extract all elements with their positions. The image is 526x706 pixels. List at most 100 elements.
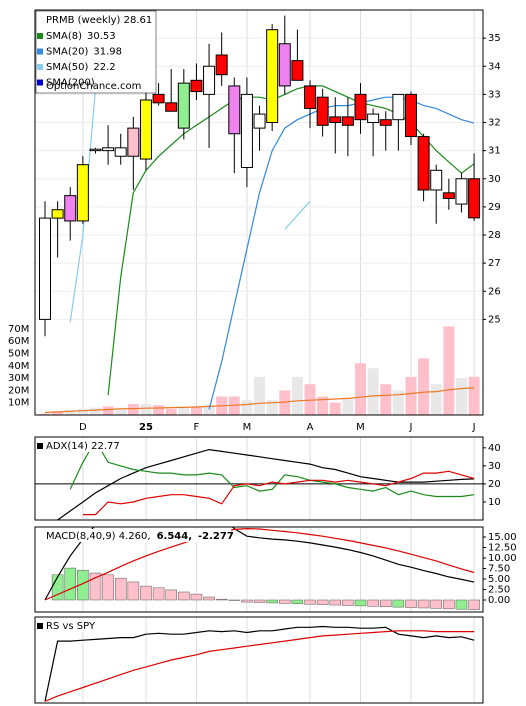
candle-body bbox=[266, 29, 279, 123]
candle-body bbox=[64, 195, 77, 222]
volume-bar bbox=[254, 376, 266, 415]
panel-frame bbox=[34, 616, 484, 704]
candle-body bbox=[102, 147, 115, 152]
candle-body bbox=[278, 43, 291, 87]
volume-bar bbox=[140, 403, 152, 415]
legend-label: -2.277 bbox=[198, 531, 234, 542]
candle-body bbox=[203, 65, 216, 95]
volume-tick-label: 60M bbox=[8, 336, 29, 347]
volume-bar bbox=[430, 384, 442, 415]
volume-bar bbox=[317, 396, 329, 415]
volume-bar bbox=[165, 408, 177, 415]
histogram-bar bbox=[329, 599, 342, 606]
legend-swatch bbox=[37, 623, 43, 629]
x-tick-label: A bbox=[307, 422, 314, 433]
legend-value: 22.2 bbox=[93, 62, 115, 73]
volume-tick-label: 20M bbox=[8, 385, 29, 396]
legend-box bbox=[36, 619, 106, 632]
series-line bbox=[284, 200, 311, 230]
y-tick-label: 32 bbox=[488, 118, 501, 129]
y-tick-label: 10 bbox=[488, 497, 501, 508]
series-line bbox=[107, 85, 475, 396]
histogram-bar bbox=[102, 574, 114, 601]
legend-swatch bbox=[37, 79, 43, 86]
watermark: OptionChance.com bbox=[46, 81, 141, 92]
histogram-bar bbox=[342, 599, 354, 606]
histogram-bar bbox=[316, 599, 329, 605]
histogram-bar bbox=[417, 599, 430, 609]
legend-label: 6.544, bbox=[157, 531, 192, 542]
candle-body bbox=[39, 217, 51, 320]
volume-bar bbox=[443, 326, 455, 415]
plot-area bbox=[44, 527, 480, 612]
histogram-bar bbox=[140, 585, 152, 601]
candle-body bbox=[404, 93, 417, 138]
x-tick-label: M bbox=[356, 422, 365, 433]
histogram-bar bbox=[127, 581, 140, 601]
legend-label: SMA(8) bbox=[46, 31, 82, 42]
histogram-bar bbox=[64, 567, 76, 601]
histogram-bar bbox=[77, 569, 89, 601]
histogram-bar bbox=[291, 599, 304, 605]
y-tick-label: 15.00 bbox=[488, 532, 517, 543]
series-line bbox=[208, 96, 475, 410]
chart-title: PRMB (weekly) 28.61 bbox=[46, 15, 152, 26]
candle-body bbox=[139, 99, 152, 160]
histogram-bar bbox=[215, 598, 228, 601]
y-tick-label: 12.50 bbox=[488, 542, 517, 553]
candle-body bbox=[114, 147, 127, 157]
volume-bar bbox=[39, 413, 51, 415]
volume-bar bbox=[405, 376, 417, 415]
histogram-bar bbox=[392, 599, 405, 608]
volume-bar bbox=[64, 410, 76, 415]
volume-tick-label: 30M bbox=[8, 373, 29, 384]
series-line bbox=[69, 88, 97, 323]
volume-bar bbox=[367, 368, 379, 415]
candle-body bbox=[442, 192, 455, 199]
candle-body bbox=[455, 178, 468, 205]
candle-body bbox=[304, 85, 317, 109]
y-tick-label: 26 bbox=[488, 286, 501, 297]
y-tick-label: 25 bbox=[488, 314, 501, 325]
candle-body bbox=[430, 169, 443, 191]
y-tick-label: 35 bbox=[488, 33, 501, 44]
candle-body bbox=[316, 96, 329, 126]
histogram-bar bbox=[443, 599, 455, 610]
candle-body bbox=[291, 60, 304, 81]
volume-bar bbox=[392, 390, 404, 415]
y-tick-label: 31 bbox=[488, 146, 501, 157]
volume-bar bbox=[380, 384, 392, 415]
volume-bar bbox=[153, 405, 165, 415]
legend-label: SMA(20) bbox=[46, 47, 88, 58]
candle-body bbox=[341, 116, 354, 126]
series-line bbox=[82, 470, 475, 516]
candle-body bbox=[367, 113, 380, 123]
volume-bar bbox=[418, 358, 430, 415]
panel-frame bbox=[34, 436, 484, 521]
volume-bar bbox=[266, 400, 278, 415]
candle-body bbox=[190, 79, 203, 93]
volume-bar bbox=[203, 405, 215, 415]
candle-body bbox=[152, 93, 165, 104]
histogram-bar bbox=[114, 577, 127, 601]
candle-body bbox=[165, 102, 178, 112]
candle-body bbox=[392, 93, 405, 121]
legend-box bbox=[35, 10, 157, 94]
histogram-bar bbox=[266, 599, 278, 604]
histogram-bar bbox=[178, 591, 190, 601]
chart-title: RS vs SPY bbox=[46, 621, 96, 632]
y-tick-label: 28 bbox=[488, 230, 501, 241]
candle-body bbox=[253, 113, 266, 129]
plot-area bbox=[35, 437, 483, 520]
volume-bar bbox=[190, 406, 202, 415]
histogram-bar bbox=[405, 599, 417, 608]
histogram-bar bbox=[455, 599, 468, 610]
series-line bbox=[57, 448, 475, 520]
candle-body bbox=[89, 148, 102, 152]
candle-body bbox=[228, 85, 241, 135]
candle-body bbox=[127, 127, 140, 157]
legend-box bbox=[36, 439, 106, 452]
legend-value: 31.98 bbox=[93, 47, 122, 58]
histogram-bar bbox=[367, 599, 379, 607]
y-tick-label: 0.00 bbox=[488, 595, 510, 606]
